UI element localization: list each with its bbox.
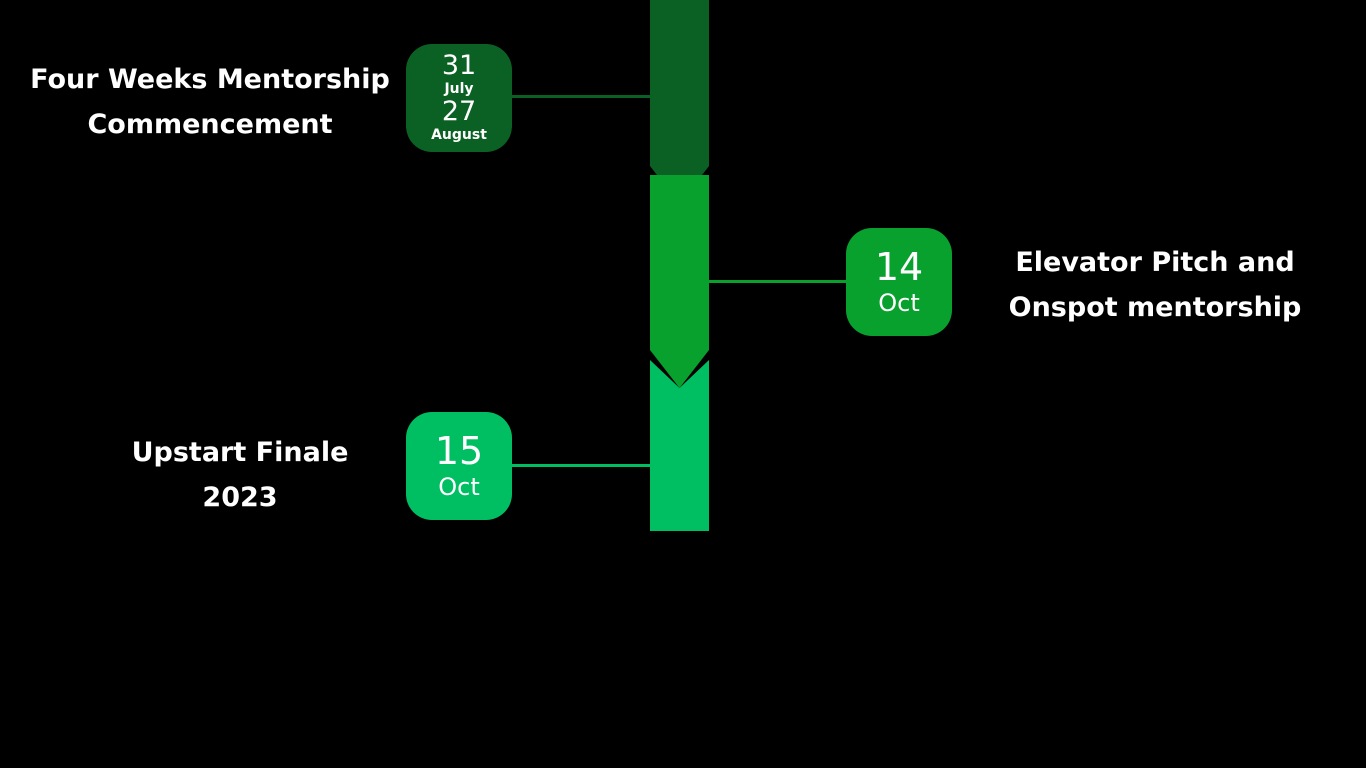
event-2-connector — [709, 280, 847, 283]
event-2-title-line-2: Onspot mentorship — [1008, 292, 1302, 323]
event-2-date-badge: 14 Oct — [846, 228, 952, 336]
event-1-start-month: July — [444, 81, 474, 97]
event-1-end-month: August — [431, 127, 487, 143]
event-2-month: Oct — [878, 289, 920, 317]
event-1-end-day: 27 — [441, 96, 477, 127]
event-1-title: Four Weeks Mentorship Commencement — [20, 57, 400, 147]
event-3-title: Upstart Finale 2023 — [100, 430, 380, 520]
event-2-day: 14 — [874, 245, 924, 289]
spine-segment-3 — [650, 360, 709, 531]
event-1-title-line-2: Commencement — [87, 109, 333, 140]
event-3-day: 15 — [434, 429, 484, 473]
spine-segment-2 — [650, 175, 709, 388]
event-1-title-line-1: Four Weeks Mentorship — [30, 64, 390, 95]
event-3-month: Oct — [438, 473, 480, 501]
event-3-title-line-1: Upstart Finale — [131, 437, 349, 468]
event-2-title: Elevator Pitch and Onspot mentorship — [985, 240, 1325, 330]
event-3-title-line-2: 2023 — [202, 482, 278, 513]
event-3-connector — [512, 464, 651, 467]
event-2-title-line-1: Elevator Pitch and — [1015, 247, 1295, 278]
spine-segment-1 — [650, 0, 709, 204]
event-1-date-badge: 31 July 27 August — [406, 44, 512, 152]
event-3-date-badge: 15 Oct — [406, 412, 512, 520]
event-1-start-day: 31 — [441, 50, 477, 81]
event-1-connector — [511, 95, 651, 98]
